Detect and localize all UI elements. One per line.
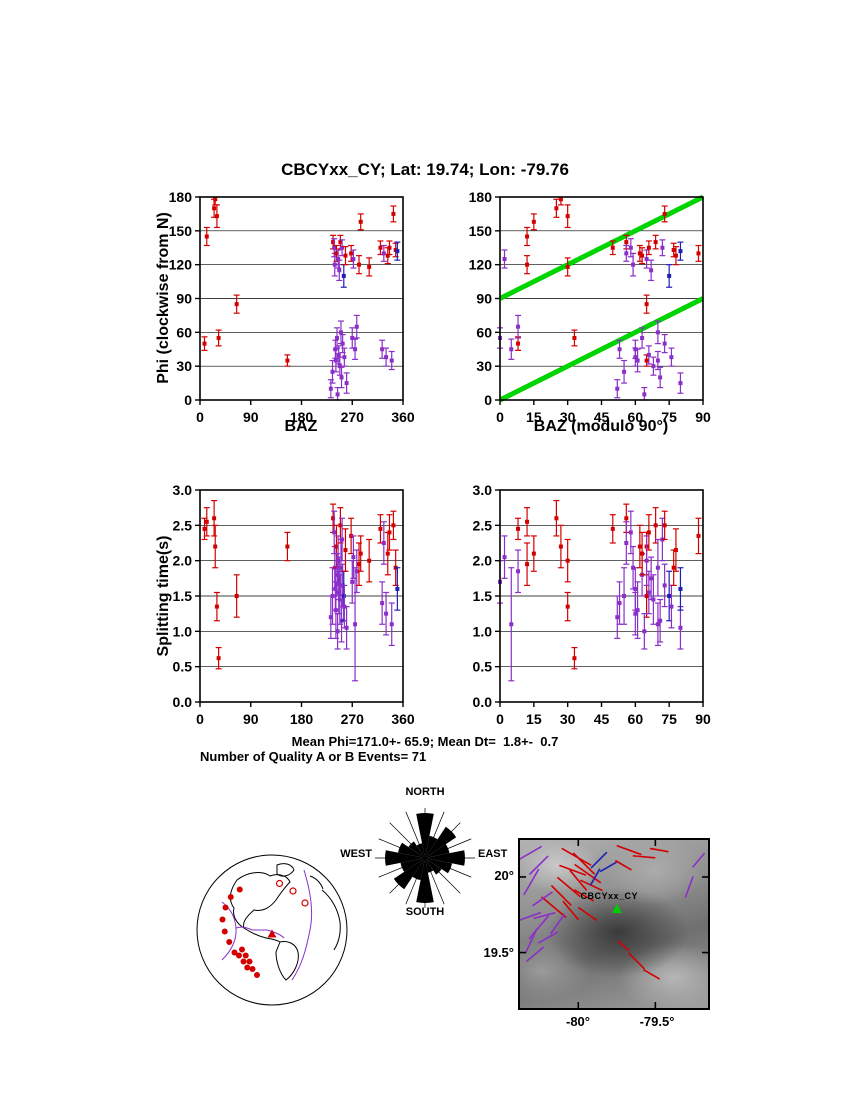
svg-text:0: 0 [196,711,204,727]
svg-text:120: 120 [469,257,493,273]
svg-text:3.0: 3.0 [173,482,193,498]
mean-phi-dt-text: Mean Phi=171.0+- 65.9; Mean Dt= 1.8+- 0.… [291,734,559,749]
rose-east-label: EAST [478,848,508,860]
svg-text:270: 270 [341,409,365,425]
svg-text:15: 15 [526,409,542,425]
svg-text:150: 150 [469,223,493,239]
event-count-text: Number of Quality A or B Events= 71 [200,749,427,764]
rose-north-label: NORTH [405,786,445,798]
svg-text:180: 180 [290,409,314,425]
svg-text:30: 30 [560,409,576,425]
map-lat-tick-20: 20° [494,868,514,883]
svg-text:360: 360 [391,711,415,727]
globe-coastlines [229,863,341,981]
svg-text:90: 90 [695,711,711,727]
svg-text:75: 75 [661,711,677,727]
svg-text:0: 0 [196,409,204,425]
map-lon-tick-80: -80° [566,1014,590,1029]
svg-text:30: 30 [560,711,576,727]
svg-text:75: 75 [661,409,677,425]
phi-vs-baz-mod90-plot: 0 15 30 45 60 75 90 0 30 60 90 120 150 180 [469,189,711,425]
station-splitting-map: CBCYxx_CY [518,838,710,1010]
phi-rose-diagram [375,808,475,908]
svg-text:2.5: 2.5 [173,517,193,533]
svg-text:0.0: 0.0 [173,694,193,710]
svg-text:180: 180 [169,189,193,205]
svg-text:60: 60 [628,409,644,425]
svg-text:120: 120 [169,257,193,273]
svg-text:1.5: 1.5 [473,588,493,604]
rose-south-label: SOUTH [405,906,445,918]
svg-text:1.0: 1.0 [473,623,493,639]
svg-text:2.5: 2.5 [473,517,493,533]
svg-text:0: 0 [184,392,192,408]
globe-event-map [196,854,348,1006]
dt-vs-baz-mod90-plot: 0 15 30 45 60 75 90 0.0 0.5 1.0 1.5 2.0 2.5 3.0 [473,482,711,727]
svg-text:60: 60 [176,324,192,340]
baz-modulo-axis-label: BAZ (modulo 90°) [533,418,669,435]
svg-text:90: 90 [695,409,711,425]
splitting-bars-layer [520,840,708,1008]
svg-text:0.5: 0.5 [173,659,193,675]
svg-text:0: 0 [496,711,504,727]
svg-text:45: 45 [594,711,610,727]
svg-text:0.0: 0.0 [473,694,493,710]
svg-text:90: 90 [243,409,259,425]
svg-text:2.0: 2.0 [473,553,493,569]
svg-text:270: 270 [341,711,365,727]
svg-text:90: 90 [476,291,492,307]
svg-text:1.5: 1.5 [173,588,193,604]
svg-text:0: 0 [496,409,504,425]
dt-vs-baz-plot: 0 90 180 270 360 0.0 0.5 1.0 1.5 2.0 2.5 3.0 [173,482,415,727]
station-name-label: CBCYxx_CY [580,891,639,902]
station-triangle-marker [611,904,622,914]
svg-text:0.5: 0.5 [473,659,493,675]
map-lat-tick-19-5: 19.5° [483,945,514,960]
svg-text:150: 150 [169,223,193,239]
svg-text:3.0: 3.0 [473,482,493,498]
svg-text:15: 15 [526,711,542,727]
svg-text:90: 90 [243,711,259,727]
map-lon-tick-79-5: -79.5° [639,1014,675,1029]
rose-west-label: WEST [340,848,372,860]
svg-text:30: 30 [176,358,192,374]
svg-text:2.0: 2.0 [173,553,193,569]
svg-text:360: 360 [391,409,415,425]
svg-text:0: 0 [484,392,492,408]
svg-text:60: 60 [628,711,644,727]
svg-text:90: 90 [176,291,192,307]
baz-axis-label: BAZ [284,418,318,435]
svg-text:180: 180 [469,189,493,205]
phi-vs-baz-plot: 0 90 180 270 360 0 30 60 90 120 150 180 [169,189,415,425]
svg-text:30: 30 [476,358,492,374]
figure-title: CBCYxx_CY; Lat: 19.74; Lon: -79.76 [281,160,569,179]
svg-text:1.0: 1.0 [173,623,193,639]
svg-text:180: 180 [290,711,314,727]
globe-event-markers [219,879,309,978]
svg-text:45: 45 [594,409,610,425]
svg-text:60: 60 [476,324,492,340]
